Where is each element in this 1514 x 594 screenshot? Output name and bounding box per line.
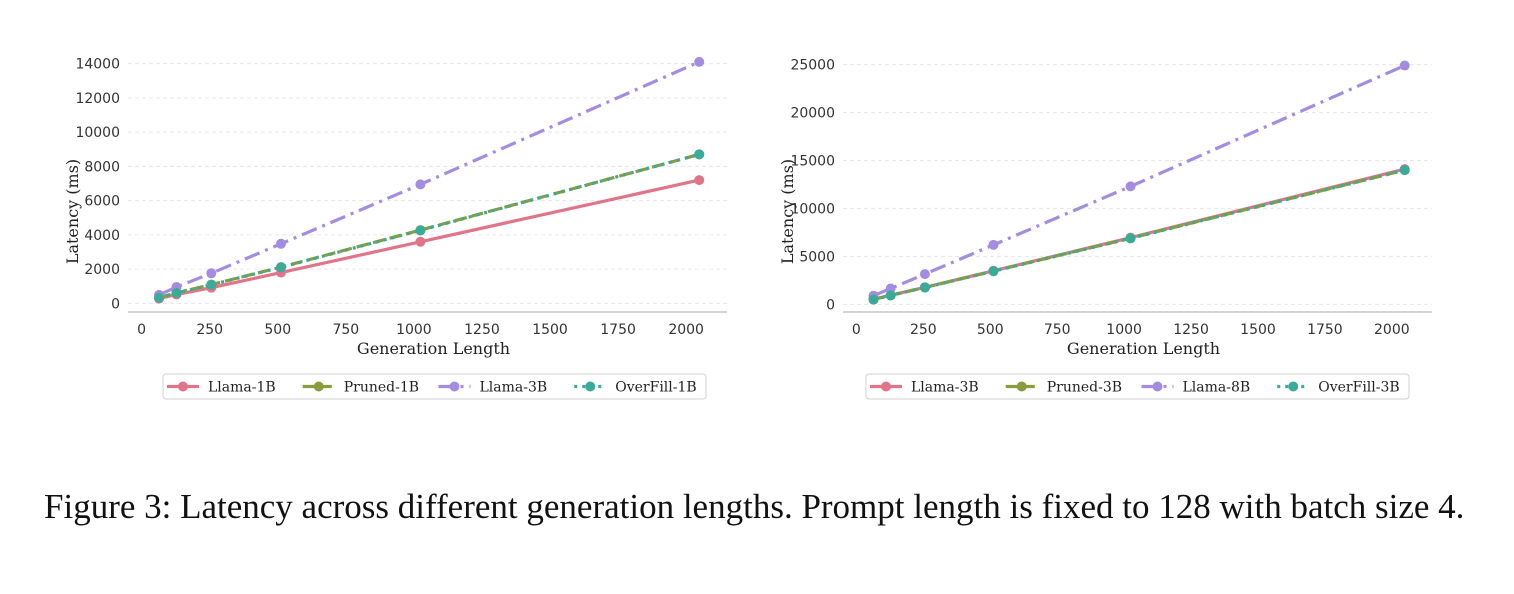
data-point-llama-1b [415,236,426,247]
chart-panel-2: 0 5000 10000 15000 20000 25000 0 250 500 750 1000 1… [778,58,1432,400]
legend-label: Llama-8B [1183,380,1251,396]
y-tick-label: 8000 [84,159,120,175]
legend-box [162,373,707,400]
legend-marker [449,381,460,392]
y-tick-label: 5000 [799,249,835,265]
data-point-overfill-1b [276,262,287,273]
y-tick-label: 0 [826,297,835,313]
chart-legend: Llama-1B Pruned-1B Llama-3B OverFill-1B [162,373,707,400]
data-point-overfill-3b [919,282,930,293]
legend-marker [1288,381,1299,392]
data-point-overfill-3b [1399,165,1410,176]
legend-marker [313,381,324,392]
x-tick-label: 1500 [532,322,568,338]
x-tick-label: 1000 [1106,322,1142,338]
figure-caption: Figure 3: Latency across different gener… [44,487,1465,526]
data-point-overfill-3b [885,290,896,301]
data-point-overfill-1b [415,225,426,236]
series-line-overfill-1b [158,152,700,300]
x-axis-label: Generation Length [1067,339,1220,358]
y-tick-label: 6000 [84,194,120,210]
y-tick-label: 14000 [75,57,120,73]
x-tick-label: 0 [852,322,861,338]
y-tick-label: 4000 [84,228,120,244]
x-tick-label: 0 [137,322,146,338]
series-line-pruned-1b [158,152,700,300]
y-tick-label: 12000 [75,91,120,107]
x-tick-label: 1750 [600,322,636,338]
legend-label: Llama-3B [480,380,548,396]
x-tick-label: 1750 [1307,322,1343,338]
series-line-llama-8b [872,64,1406,298]
x-tick-label: 250 [196,322,223,338]
legend-label: OverFill-3B [1318,380,1399,396]
y-axis-label: Latency (ms) [63,159,82,264]
y-tick-label: 25000 [790,58,835,74]
legend-marker [178,381,188,392]
y-tick-label: 10000 [790,201,835,217]
data-point-llama-3b [276,238,287,249]
data-point-overfill-1b [694,149,705,160]
series-line-llama-3b [158,60,700,297]
data-point-llama-3b [415,179,426,190]
y-tick-label: 20000 [790,106,835,122]
data-point-llama-8b [885,283,896,294]
y-tick-label: 15000 [790,153,835,169]
x-tick-label: 250 [910,322,937,338]
y-tick-label: 10000 [75,125,120,141]
x-tick-label: 1500 [1240,322,1276,338]
series-line-overfill-3b [873,168,1406,302]
data-point-llama-8b [919,269,930,280]
x-tick-label: 500 [264,322,291,338]
data-point-llama-8b [1125,181,1136,192]
y-tick-label: 2000 [84,262,120,278]
legend-label: Llama-3B [911,380,979,396]
data-point-llama-3b [694,56,705,67]
data-point-llama-1b [694,175,705,186]
legend-marker [585,381,596,392]
legend-label: Pruned-3B [1047,380,1122,396]
x-tick-label: 1250 [1173,322,1209,338]
legend-marker [1152,381,1163,392]
y-tick-label: 0 [111,296,120,312]
chart-panel-1: 0 2000 4000 6000 8000 10000 12000 14000 0 250 500 7… [63,56,727,400]
data-point-overfill-1b [171,287,182,298]
data-point-llama-8b [1399,60,1410,71]
x-tick-label: 2000 [668,322,704,338]
data-point-overfill-1b [206,279,217,290]
y-axis-label: Latency (ms) [778,159,797,264]
data-point-overfill-3b [988,266,999,277]
data-point-llama-8b [988,239,999,250]
x-axis-label: Generation Length [357,339,510,358]
data-point-overfill-1b [154,292,165,303]
legend-label: Pruned-1B [344,380,419,396]
x-tick-label: 1250 [464,322,500,338]
legend-label: OverFill-1B [615,380,696,396]
data-point-overfill-3b [868,294,879,305]
data-point-overfill-3b [1125,233,1136,244]
x-tick-label: 500 [977,322,1004,338]
legend-label: Llama-1B [208,380,276,396]
x-tick-label: 1000 [396,322,432,338]
legend-box [865,373,1410,400]
x-tick-label: 750 [1044,322,1071,338]
chart-legend: Llama-3B Pruned-3B Llama-8B OverFill-3B [865,373,1410,400]
legend-marker [881,381,891,392]
series-line-llama-1b [158,178,700,301]
data-point-llama-3b [206,268,217,279]
x-tick-label: 750 [332,322,359,338]
legend-marker [1016,381,1027,392]
x-tick-label: 2000 [1374,322,1410,338]
